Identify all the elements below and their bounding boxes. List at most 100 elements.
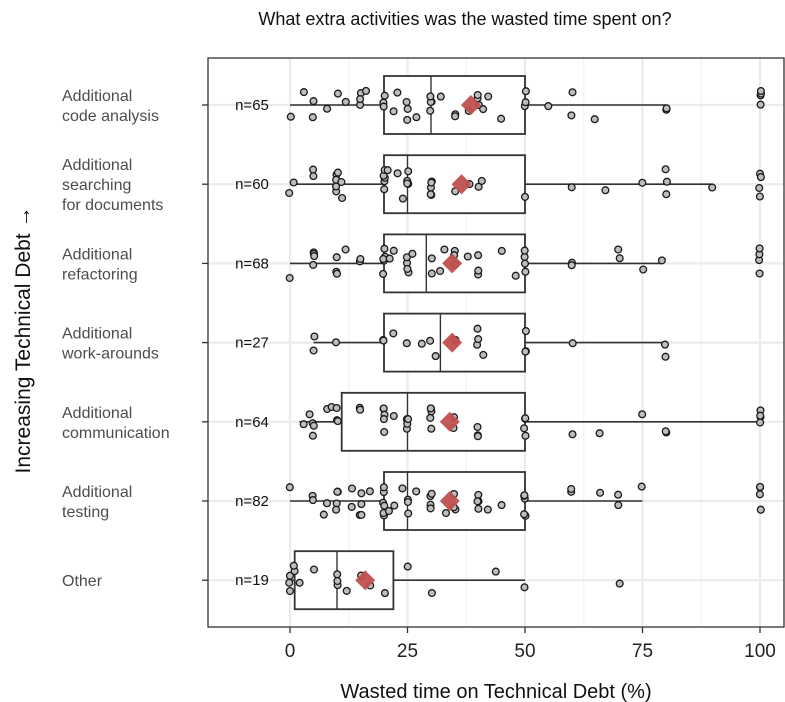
data-point (402, 97, 411, 107)
data-point (567, 111, 576, 120)
category-label: Other (62, 573, 103, 590)
data-point (568, 339, 577, 348)
data-point (755, 244, 764, 253)
data-point (310, 332, 319, 341)
n-label: n=68 (235, 255, 269, 272)
n-label: n=82 (235, 493, 269, 510)
x-tick-label: 75 (632, 641, 653, 662)
n-label: n=65 (235, 97, 269, 114)
data-point (309, 421, 318, 430)
data-point (404, 415, 413, 424)
data-point (361, 86, 371, 95)
n-label: n=27 (235, 335, 269, 352)
data-point (342, 586, 351, 595)
data-point (662, 190, 671, 199)
mean-layer (355, 95, 481, 591)
data-point (380, 185, 389, 194)
data-point (412, 113, 421, 122)
data-point (427, 588, 436, 598)
data-point (756, 482, 765, 491)
data-point (308, 431, 317, 440)
data-point (309, 565, 319, 574)
data-point (521, 414, 530, 423)
data-point (521, 87, 530, 96)
data-point (479, 350, 488, 359)
data-point (755, 183, 764, 193)
data-point (756, 86, 765, 96)
data-point (661, 165, 670, 174)
mean-marker (442, 253, 463, 274)
x-tick-label: 50 (514, 641, 535, 662)
data-point (544, 102, 553, 111)
data-point (756, 411, 765, 420)
data-point (474, 251, 483, 260)
box-iqr (293, 550, 395, 611)
data-point (285, 188, 294, 198)
data-point (567, 183, 576, 192)
data-point (285, 586, 295, 596)
data-point (431, 352, 440, 361)
data-point (567, 261, 576, 270)
data-point (333, 570, 342, 579)
data-point (614, 490, 623, 499)
data-point (310, 252, 319, 261)
data-point (332, 253, 341, 262)
data-point (309, 165, 318, 174)
data-point (379, 269, 388, 278)
data-point (595, 429, 604, 438)
data-point (380, 427, 389, 437)
mean-marker (439, 491, 460, 511)
point-layer (285, 86, 766, 598)
data-point (398, 194, 407, 203)
data-point (614, 245, 623, 254)
data-point (333, 417, 342, 426)
data-point (412, 487, 421, 496)
data-point (756, 505, 765, 514)
chart-title: What extra activities was the wasted tim… (258, 9, 671, 29)
data-point (441, 508, 451, 518)
box-group (299, 391, 760, 452)
data-point (520, 424, 529, 433)
data-point (308, 496, 317, 505)
data-point (389, 411, 398, 421)
data-point (286, 112, 295, 121)
x-tick-label: 25 (397, 641, 418, 662)
data-point (473, 432, 482, 441)
data-point (473, 497, 482, 506)
data-point (662, 177, 671, 186)
data-point (393, 169, 402, 178)
data-point (596, 488, 605, 497)
data-point (520, 583, 529, 592)
category-label: Additional testing (62, 484, 132, 521)
data-point (338, 193, 347, 203)
data-point (451, 187, 460, 196)
box-group (290, 233, 662, 294)
data-point (568, 430, 577, 439)
data-point (379, 415, 388, 424)
data-point (427, 178, 436, 187)
data-point (660, 340, 670, 349)
data-point (285, 273, 294, 283)
label-layer: n=65 Additional code analysis n=60 Additiona… (61, 88, 269, 590)
data-point (357, 500, 366, 509)
data-point (332, 403, 341, 413)
data-point (299, 88, 308, 97)
data-point (479, 105, 488, 114)
data-point (398, 484, 407, 493)
data-point (639, 265, 648, 274)
data-point (309, 346, 318, 355)
data-point (309, 97, 318, 106)
data-point (427, 424, 436, 433)
data-point (426, 504, 435, 513)
data-point (521, 347, 530, 356)
data-point (404, 167, 413, 176)
data-point (520, 246, 529, 255)
data-point (379, 483, 388, 492)
data-point (568, 88, 577, 97)
data-point (756, 418, 765, 427)
data-point (332, 269, 342, 278)
data-point (380, 244, 389, 253)
data-point (383, 166, 392, 175)
data-point (755, 269, 764, 278)
data-point (356, 405, 365, 414)
